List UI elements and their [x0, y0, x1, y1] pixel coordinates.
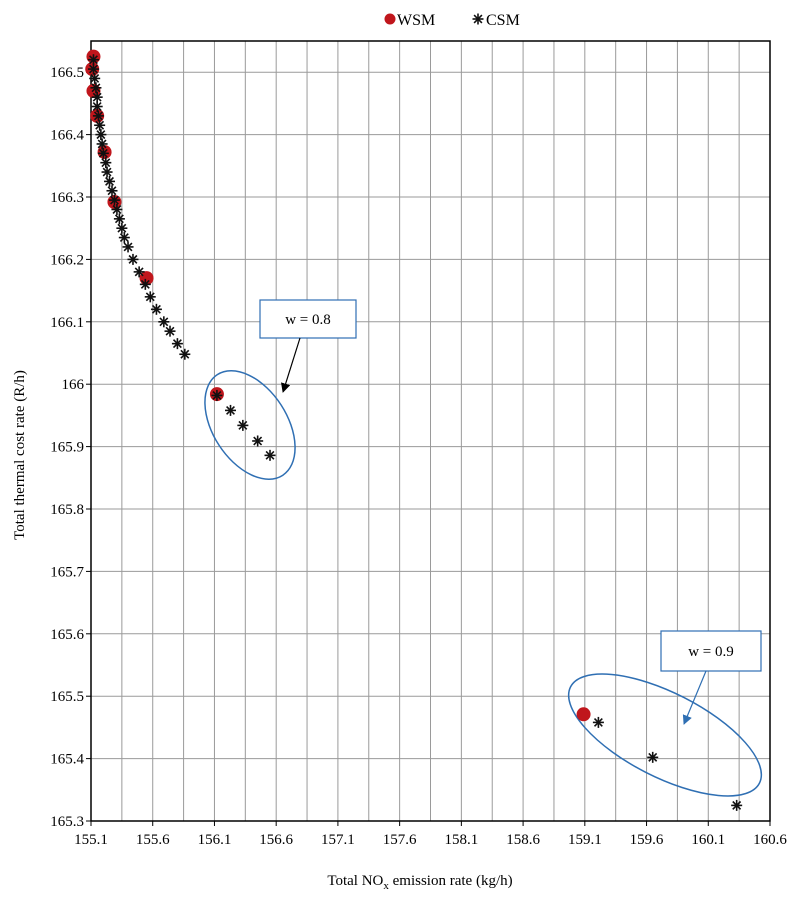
x-axis-title: Total NOx emission rate (kg/h) [327, 873, 512, 892]
csm-point [171, 338, 183, 350]
x-tick-label: 156.6 [259, 832, 293, 848]
csm-point [92, 110, 104, 122]
csm-point [87, 54, 99, 66]
csm-point [592, 716, 604, 728]
csm-point [104, 175, 116, 187]
axis-ticks: 155.1 155.6 156.1 156.6 157.1 157.6 158.1 158.6… [50, 65, 787, 848]
x-tick-label: 160.6 [753, 832, 787, 848]
csm-point [237, 419, 249, 431]
y-tick-label: 165.3 [50, 814, 84, 830]
csm-point [96, 138, 108, 150]
x-axis-title-subscript: x [383, 880, 389, 892]
y-tick-label: 166.1 [50, 315, 84, 331]
y-tick-label: 166.4 [50, 128, 84, 144]
csm-point [91, 91, 103, 103]
annotation-label: w = 0.8 [285, 312, 331, 328]
legend-csm-label: CSM [486, 12, 520, 29]
legend-csm-marker [472, 13, 484, 25]
csm-point [144, 291, 156, 303]
annotation-box [660, 630, 762, 672]
x-tick-label: 157.1 [321, 832, 355, 848]
csm-point [87, 63, 99, 75]
annotation-ellipse [204, 370, 296, 480]
csm-point [127, 253, 139, 265]
y-tick-label: 166.2 [50, 252, 84, 268]
annotation-arrow [682, 670, 707, 725]
wsm-point [576, 707, 591, 722]
x-tick-label: 155.6 [136, 832, 170, 848]
y-tick-label: 165.8 [50, 502, 84, 518]
y-tick-label: 165.6 [50, 627, 84, 643]
x-tick-label: 158.6 [506, 832, 540, 848]
csm-point [90, 82, 102, 94]
csm-point [731, 799, 743, 811]
y-tick-label: 165.4 [50, 752, 84, 768]
csm-point [116, 222, 128, 234]
legend: WSM CSM [384, 12, 520, 29]
csm-point [91, 101, 103, 113]
legend-wsm-marker [384, 13, 396, 25]
y-tick-label: 165.7 [50, 564, 84, 580]
csm-point [100, 157, 112, 169]
annotation-box [259, 299, 357, 339]
csm-point [94, 119, 106, 131]
csm-point [122, 241, 134, 253]
y-axis-title: Total thermal cost rate (R/h) [12, 370, 28, 540]
y-tick-label: 166.5 [50, 65, 84, 81]
plot-area-border [90, 40, 771, 822]
csm-point [133, 266, 145, 278]
y-tick-label: 166.3 [50, 190, 84, 206]
x-tick-label: 160.1 [691, 832, 725, 848]
annotation-label: w = 0.9 [688, 644, 734, 660]
annotation-arrow [281, 337, 301, 393]
grid [90, 41, 771, 822]
csm-point [139, 278, 151, 290]
x-tick-label: 155.1 [74, 832, 108, 848]
x-axis-title-main: Total NO [327, 873, 383, 889]
csm-point [164, 325, 176, 337]
csm-point [264, 449, 276, 461]
y-tick-label: 166 [62, 377, 85, 393]
csm-point [111, 203, 123, 215]
csm-point [89, 72, 101, 84]
csm-point [118, 232, 130, 244]
csm-point [106, 185, 118, 197]
csm-point [647, 751, 659, 763]
csm-point [95, 129, 107, 141]
x-axis-title-suffix: emission rate (kg/h) [389, 873, 513, 889]
x-tick-label: 158.1 [444, 832, 478, 848]
y-tick-label: 165.9 [50, 440, 84, 456]
csm-point [113, 213, 125, 225]
csm-point [179, 348, 191, 360]
data-points [85, 49, 743, 811]
y-tick-label: 165.5 [50, 689, 84, 705]
csm-point [101, 166, 113, 178]
csm-point [108, 194, 120, 206]
csm-point [211, 389, 223, 401]
x-tick-label: 159.1 [568, 832, 602, 848]
csm-point [225, 404, 237, 416]
annotations: w = 0.8 w = 0.9 [204, 299, 763, 797]
csm-point [158, 316, 170, 328]
x-tick-label: 159.6 [630, 832, 664, 848]
x-tick-label: 156.1 [198, 832, 232, 848]
x-tick-label: 157.6 [383, 832, 417, 848]
csm-point [97, 147, 109, 159]
legend-wsm-label: WSM [397, 12, 435, 29]
annotation-ellipse [567, 673, 763, 797]
csm-point [252, 435, 264, 447]
legend-csm-asterisk [472, 13, 484, 25]
csm-point [150, 303, 162, 315]
